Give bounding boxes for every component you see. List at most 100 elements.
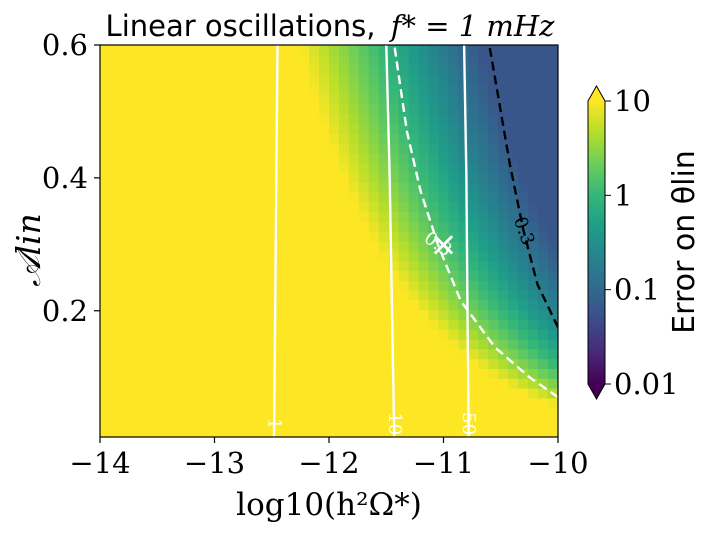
heatmap-cell bbox=[100, 221, 111, 232]
heatmap-cell bbox=[358, 152, 370, 164]
heatmap-cell bbox=[269, 231, 280, 242]
heatmap-cell bbox=[239, 152, 250, 164]
heatmap-cell bbox=[329, 133, 340, 144]
heatmap-cell bbox=[199, 241, 211, 252]
heatmap-cell bbox=[279, 94, 290, 105]
heatmap-cell bbox=[269, 221, 280, 232]
heatmap-cell bbox=[149, 172, 161, 183]
heatmap-cell bbox=[378, 182, 390, 193]
heatmap-cell bbox=[149, 211, 161, 222]
heatmap-cell bbox=[528, 378, 539, 389]
heatmap-cell bbox=[368, 103, 380, 115]
heatmap-cell bbox=[398, 162, 410, 173]
heatmap-cell bbox=[259, 74, 270, 85]
contour-line bbox=[488, 45, 558, 328]
heatmap-cell bbox=[438, 94, 450, 105]
heatmap-cell bbox=[398, 339, 410, 350]
heatmap-cell bbox=[378, 250, 390, 262]
heatmap-cell bbox=[518, 201, 529, 213]
heatmap-cell bbox=[119, 201, 131, 213]
heatmap-cell bbox=[398, 280, 410, 291]
heatmap-cell bbox=[149, 143, 161, 154]
x-axis-label: log10(h²Ω*) bbox=[236, 487, 422, 523]
heatmap-cell bbox=[289, 378, 300, 389]
heatmap-cell bbox=[498, 113, 509, 124]
heatmap-cell bbox=[229, 250, 240, 262]
heatmap-cell bbox=[109, 407, 121, 418]
heatmap-cell bbox=[438, 84, 450, 95]
heatmap-cell bbox=[249, 241, 260, 252]
heatmap-cell bbox=[498, 260, 509, 271]
heatmap-cell bbox=[199, 74, 211, 85]
heatmap-cell bbox=[169, 201, 181, 213]
heatmap-cell bbox=[398, 182, 410, 193]
heatmap-cell bbox=[139, 201, 151, 213]
heatmap-cell bbox=[209, 162, 221, 173]
heatmap-cell bbox=[408, 201, 420, 213]
heatmap-cell bbox=[368, 270, 380, 281]
heatmap-cell bbox=[358, 162, 370, 173]
heatmap-cell bbox=[129, 64, 141, 75]
heatmap-cell bbox=[468, 348, 479, 360]
heatmap-cell bbox=[378, 192, 390, 203]
heatmap-cell bbox=[388, 280, 400, 291]
heatmap-cell bbox=[209, 45, 221, 56]
heatmap-cell bbox=[348, 123, 360, 134]
heatmap-cell bbox=[388, 348, 400, 360]
heatmap-cell bbox=[139, 192, 151, 203]
heatmap-cell bbox=[159, 309, 171, 320]
heatmap-cell bbox=[468, 133, 479, 144]
heatmap-cell bbox=[209, 94, 221, 105]
heatmap-cell bbox=[388, 103, 400, 115]
heatmap-cell bbox=[199, 84, 211, 95]
heatmap-cell bbox=[368, 201, 380, 213]
heatmap-cell bbox=[179, 388, 191, 399]
heatmap-cell bbox=[548, 192, 558, 203]
heatmap-cell bbox=[338, 280, 350, 291]
heatmap-cell bbox=[458, 211, 469, 222]
heatmap-cell bbox=[358, 329, 370, 340]
heatmap-cell bbox=[100, 192, 111, 203]
heatmap-cell bbox=[309, 319, 320, 330]
heatmap-cell bbox=[468, 417, 479, 428]
heatmap-cell bbox=[338, 192, 350, 203]
heatmap-cell bbox=[109, 211, 121, 222]
heatmap-cell bbox=[458, 309, 469, 320]
heatmap-cell bbox=[368, 250, 380, 262]
heatmap-cell bbox=[488, 241, 499, 252]
heatmap-cell bbox=[478, 241, 489, 252]
heatmap-cell bbox=[518, 319, 529, 330]
heatmap-cell bbox=[478, 94, 489, 105]
heatmap-cell bbox=[378, 152, 390, 164]
heatmap-cell bbox=[179, 309, 191, 320]
heatmap-cell bbox=[458, 329, 469, 340]
heatmap-cell bbox=[378, 329, 390, 340]
heatmap-cell bbox=[418, 241, 430, 252]
heatmap-cell bbox=[219, 45, 231, 56]
heatmap-cell bbox=[219, 407, 231, 418]
heatmap-cell bbox=[309, 250, 320, 262]
heatmap-cell bbox=[418, 211, 430, 222]
heatmap-cell bbox=[478, 299, 489, 311]
heatmap-cell bbox=[458, 162, 469, 173]
heatmap-cell bbox=[169, 250, 181, 262]
heatmap-cell bbox=[548, 319, 558, 330]
heatmap-cell bbox=[319, 348, 330, 360]
heatmap-cell bbox=[348, 192, 360, 203]
heatmap-cell bbox=[219, 172, 231, 183]
heatmap-cell bbox=[508, 368, 519, 379]
heatmap-cell bbox=[468, 211, 479, 222]
heatmap-cell bbox=[139, 260, 151, 271]
heatmap-cell bbox=[348, 250, 360, 262]
heatmap-cell bbox=[100, 143, 111, 154]
heatmap-cell bbox=[358, 143, 370, 154]
heatmap-cell bbox=[358, 407, 370, 418]
heatmap-cell bbox=[269, 64, 280, 75]
heatmap-cell bbox=[478, 162, 489, 173]
heatmap-cell bbox=[538, 123, 549, 134]
heatmap-cell bbox=[129, 113, 141, 124]
heatmap-cell bbox=[169, 162, 181, 173]
heatmap-cell bbox=[548, 152, 558, 164]
heatmap-cell bbox=[428, 241, 440, 252]
heatmap-cell bbox=[129, 201, 141, 213]
